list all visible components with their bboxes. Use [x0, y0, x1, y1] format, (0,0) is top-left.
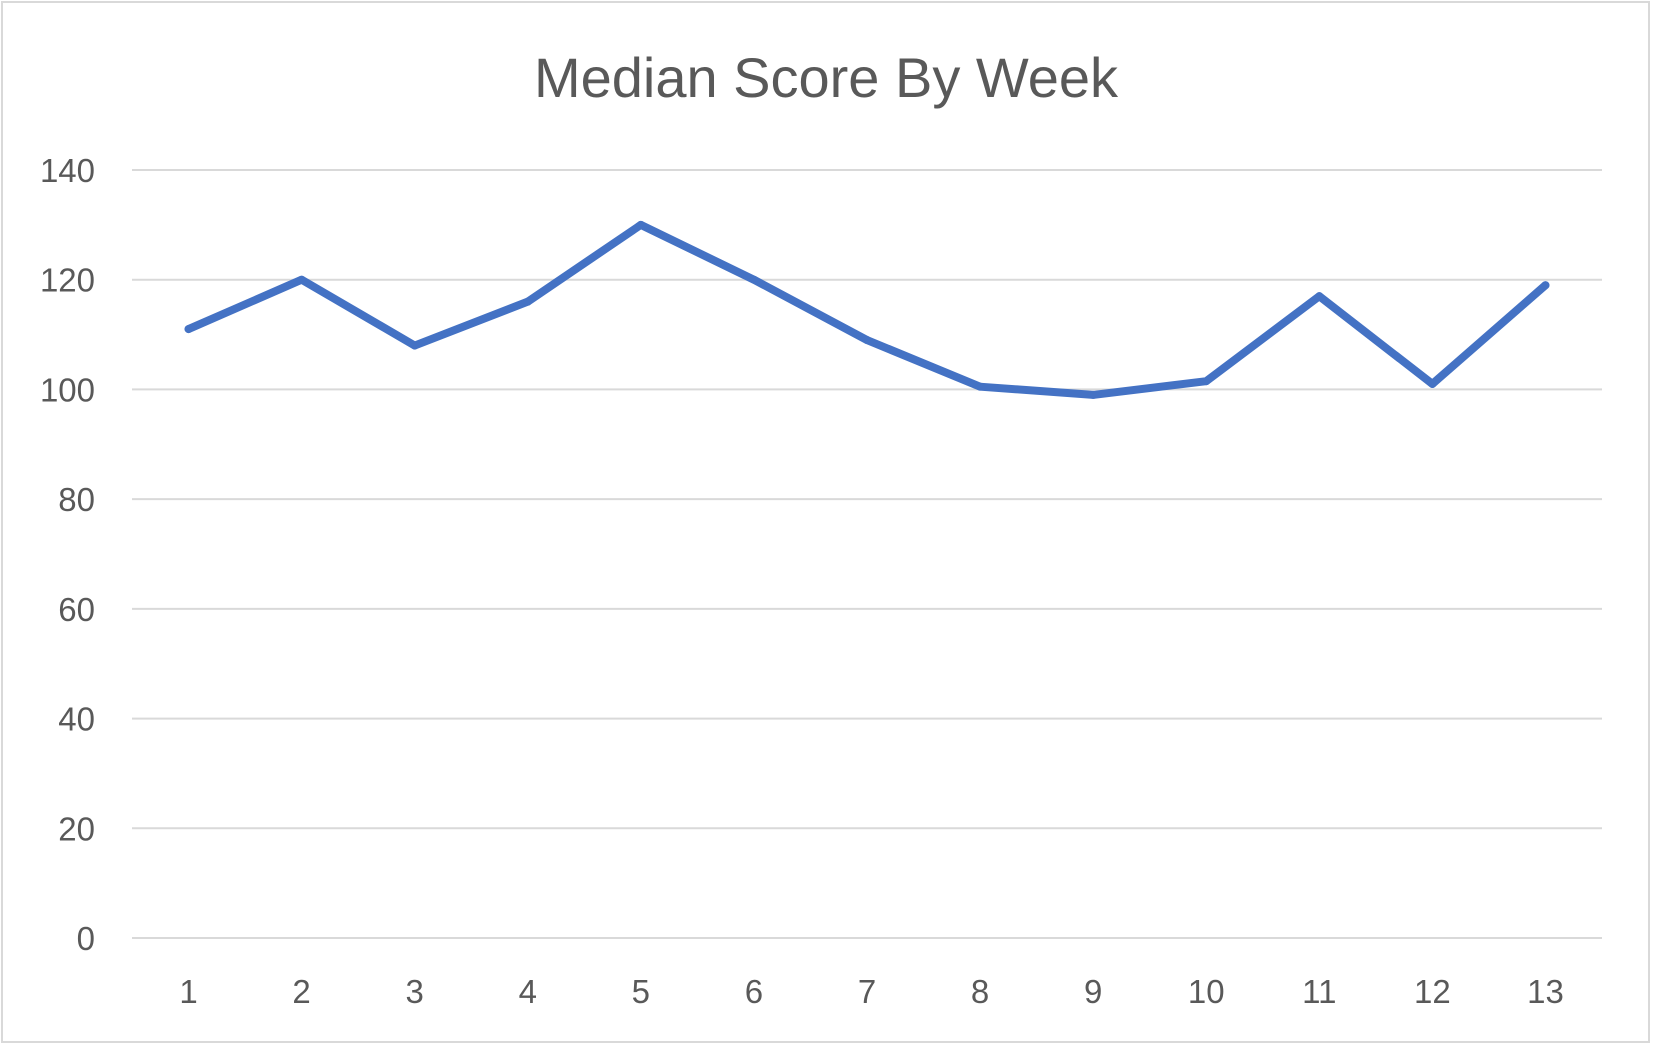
y-tick-label: 0	[77, 920, 95, 957]
data-point	[1315, 292, 1324, 301]
data-point	[863, 336, 871, 345]
x-tick-label: 3	[406, 973, 424, 1010]
x-tick-label: 7	[858, 973, 876, 1010]
chart-title: Median Score By Week	[534, 46, 1119, 109]
y-axis-tick-labels: 0 20 40 60 80 100 120 140	[40, 152, 95, 957]
series-layer	[184, 220, 1550, 399]
x-tick-label: 6	[745, 973, 763, 1010]
x-tick-label: 11	[1302, 973, 1336, 1010]
data-point	[410, 341, 419, 350]
data-point	[1089, 390, 1098, 399]
y-tick-label: 140	[40, 152, 95, 189]
y-tick-label: 20	[58, 810, 95, 847]
x-tick-label: 4	[519, 973, 537, 1010]
x-tick-label: 2	[292, 973, 310, 1010]
x-axis-tick-labels: 1 2 3 4 5 6 7 8 9 10 11 12 13	[179, 973, 1563, 1010]
y-tick-label: 80	[58, 481, 95, 518]
series-line-0	[184, 220, 1550, 399]
y-tick-label: 60	[58, 591, 95, 628]
y-tick-label: 120	[40, 262, 95, 299]
data-point	[749, 275, 758, 284]
x-tick-label: 9	[1084, 973, 1102, 1010]
data-point	[184, 325, 193, 334]
y-tick-label: 40	[58, 701, 95, 738]
data-point	[523, 297, 532, 306]
data-point	[1428, 379, 1437, 388]
y-tick-label: 100	[40, 371, 95, 408]
data-point	[636, 220, 645, 229]
x-tick-label: 12	[1414, 973, 1451, 1010]
x-tick-label: 13	[1527, 973, 1564, 1010]
data-point	[1541, 281, 1550, 290]
data-point	[297, 275, 306, 284]
gridlines	[132, 169, 1602, 939]
data-point	[976, 382, 985, 391]
x-tick-label: 8	[971, 973, 989, 1010]
x-tick-label: 1	[179, 973, 197, 1010]
x-tick-label: 10	[1188, 973, 1225, 1010]
data-point	[1202, 377, 1211, 386]
x-tick-label: 5	[632, 973, 650, 1010]
